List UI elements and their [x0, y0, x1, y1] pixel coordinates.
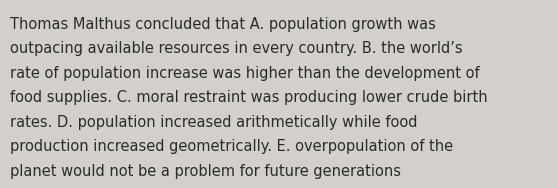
Text: rates. D. population increased arithmetically while food: rates. D. population increased arithmeti…	[10, 115, 417, 130]
Text: production increased geometrically. E. overpopulation of the: production increased geometrically. E. o…	[10, 139, 453, 154]
Text: planet would not be a problem for future generations: planet would not be a problem for future…	[10, 164, 401, 179]
Text: Thomas Malthus concluded that A. population growth was: Thomas Malthus concluded that A. populat…	[10, 17, 436, 32]
Text: food supplies. C. moral restraint was producing lower crude birth: food supplies. C. moral restraint was pr…	[10, 90, 488, 105]
Text: outpacing available resources in every country. B. the world’s: outpacing available resources in every c…	[10, 41, 463, 56]
Text: rate of population increase was higher than the development of: rate of population increase was higher t…	[10, 66, 480, 81]
